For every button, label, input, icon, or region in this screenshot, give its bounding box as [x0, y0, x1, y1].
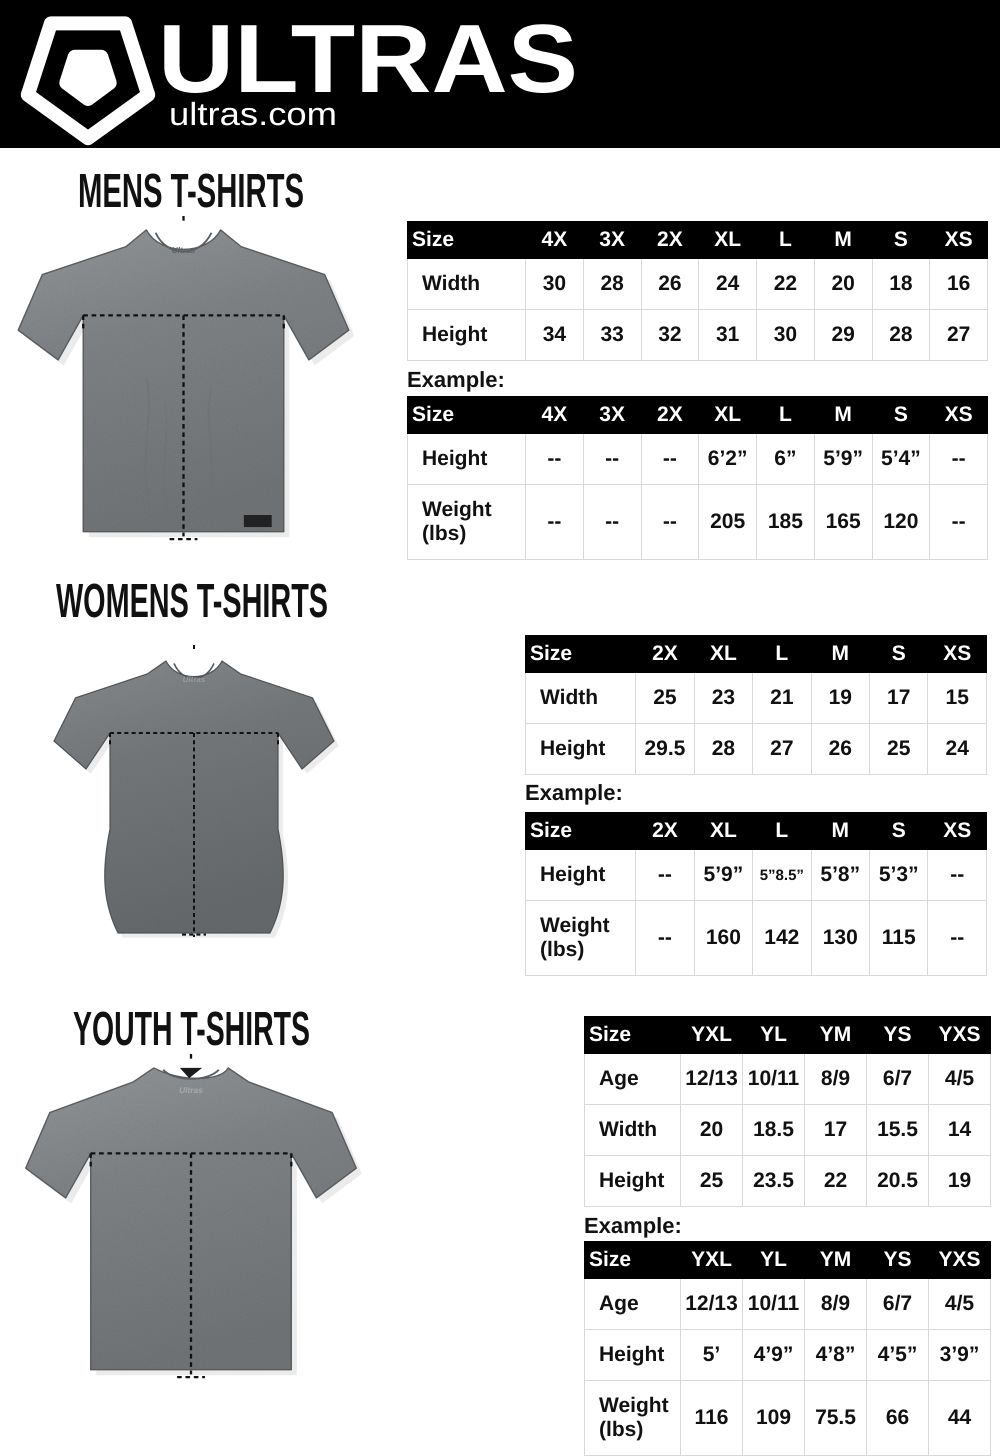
svg-text:MENS T-SHIRTS: MENS T-SHIRTS — [78, 167, 304, 217]
svg-text:ULTRAS: ULTRAS — [158, 4, 578, 110]
svg-text:Ultras: Ultras — [179, 1086, 203, 1095]
svg-text:YOUTH T-SHIRTS: YOUTH T-SHIRTS — [73, 1005, 310, 1055]
svg-text:Ultras: Ultras — [183, 675, 206, 684]
svg-text:WOMENS T-SHIRTS: WOMENS T-SHIRTS — [56, 577, 328, 627]
svg-text:Ultras: Ultras — [172, 246, 196, 255]
svg-text:ultras.com: ultras.com — [169, 98, 337, 132]
